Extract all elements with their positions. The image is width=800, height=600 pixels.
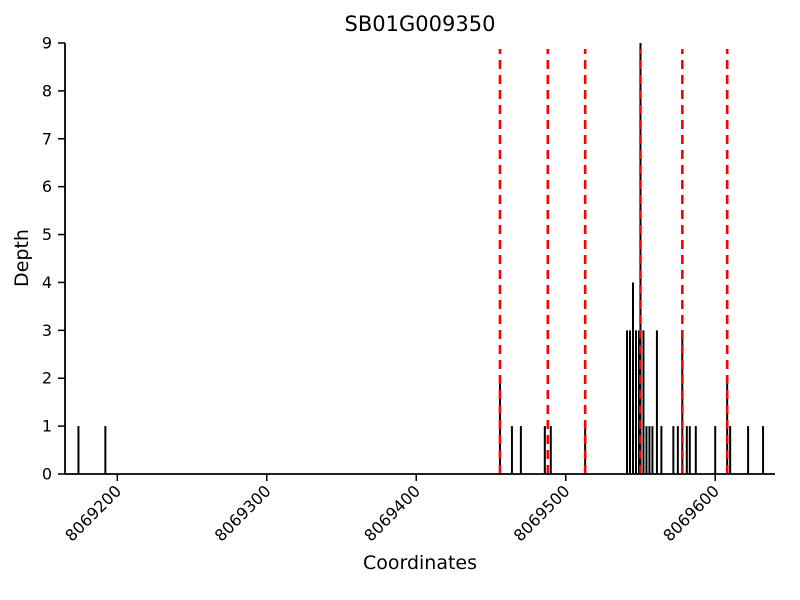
y-tick-label: 8 [42,81,52,100]
y-tick-label: 0 [42,465,52,484]
chart-title: SB01G009350 [344,12,496,36]
x-tick-label: 8069400 [360,481,424,545]
x-tick-label: 8069200 [61,481,125,545]
y-tick-label: 1 [42,417,52,436]
y-tick-label: 9 [42,34,52,53]
y-tick-label: 7 [42,129,52,148]
y-tick-label: 2 [42,369,52,388]
x-tick-label: 8069500 [510,481,574,545]
x-tick-label: 8069300 [211,481,275,545]
y-tick-label: 6 [42,177,52,196]
y-tick-label: 4 [42,273,52,292]
y-axis-label: Depth [11,229,33,287]
x-tick-label: 8069600 [659,481,723,545]
y-tick-label: 5 [42,225,52,244]
x-axis-label: Coordinates [362,552,478,574]
y-tick-label: 3 [42,321,52,340]
